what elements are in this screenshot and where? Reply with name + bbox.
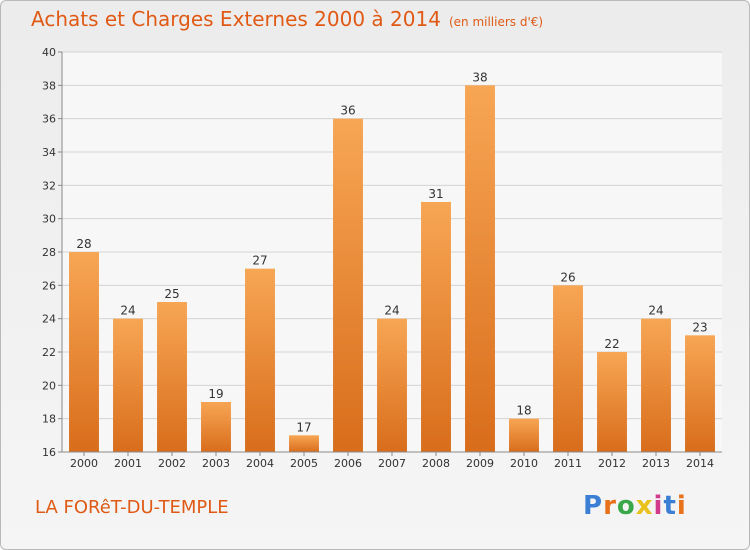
bar-2011 <box>553 285 583 452</box>
y-tick-label: 22 <box>42 346 56 359</box>
data-label-2003: 19 <box>208 387 223 401</box>
y-tick-label: 32 <box>42 179 56 192</box>
bar-2014 <box>685 335 715 452</box>
y-tick-label: 28 <box>42 246 56 259</box>
x-tick-label-2001: 2001 <box>114 457 142 470</box>
y-tick-label: 38 <box>42 79 56 92</box>
x-tick-label-2009: 2009 <box>466 457 494 470</box>
y-tick-label: 20 <box>42 379 56 392</box>
x-tick-label-2013: 2013 <box>642 457 670 470</box>
chart-subtitle: (en milliers d'€) <box>448 15 544 29</box>
bar-2004 <box>245 268 275 452</box>
data-label-2006: 36 <box>340 104 355 118</box>
bar-2002 <box>157 302 187 452</box>
logo-letter: t <box>663 491 677 521</box>
y-tick-label: 18 <box>42 413 56 426</box>
data-label-2007: 24 <box>384 304 399 318</box>
data-label-2004: 27 <box>252 254 267 268</box>
logo-letter: x <box>635 491 654 521</box>
proxiti-logo[interactable]: Proxiti <box>583 491 687 521</box>
chart-title-text: Achats et Charges Externes 2000 à 2014 <box>31 7 441 31</box>
y-tick-label: 24 <box>42 313 56 326</box>
x-tick-label-2007: 2007 <box>378 457 406 470</box>
commune-name: LA FORêT-DU-TEMPLE <box>35 497 229 518</box>
x-tick-label-2011: 2011 <box>554 457 582 470</box>
bar-2012 <box>597 352 627 452</box>
y-tick-label: 30 <box>42 213 56 226</box>
data-label-2005: 17 <box>296 420 311 434</box>
x-tick-label-2006: 2006 <box>334 457 362 470</box>
data-label-2001: 24 <box>120 304 135 318</box>
x-tick-label-2010: 2010 <box>510 457 538 470</box>
x-tick-label-2000: 2000 <box>70 457 98 470</box>
logo-letter: i <box>653 491 664 521</box>
bar-2005 <box>289 435 319 452</box>
x-axis-ticks: 2000 2001 2002 2003 2004 2005 2006 2007 2008 2009… <box>70 452 714 470</box>
x-tick-label-2014: 2014 <box>686 457 714 470</box>
data-label-2011: 26 <box>560 270 575 284</box>
data-label-2000: 28 <box>76 237 91 251</box>
bar-2000 <box>69 252 99 452</box>
data-label-2013: 24 <box>648 304 663 318</box>
logo-letter: P <box>583 491 604 521</box>
data-label-2010: 18 <box>516 404 531 418</box>
x-tick-label-2008: 2008 <box>422 457 450 470</box>
bars <box>69 85 715 453</box>
logo-letter: i <box>676 491 687 521</box>
logo-letter: r <box>603 491 617 521</box>
y-axis-ticks: 16 18 20 22 24 26 28 30 32 34 36 38 40 <box>42 46 62 459</box>
bar-2006 <box>333 118 363 453</box>
data-label-2012: 22 <box>604 337 619 351</box>
y-tick-label: 34 <box>42 146 56 159</box>
y-tick-label: 26 <box>42 279 56 292</box>
data-label-2014: 23 <box>692 320 707 334</box>
data-label-2002: 25 <box>164 287 179 301</box>
bar-2013 <box>641 318 671 452</box>
bar-2001 <box>113 318 143 452</box>
x-tick-label-2002: 2002 <box>158 457 186 470</box>
logo-letter: o <box>616 491 636 521</box>
x-tick-label-2004: 2004 <box>246 457 274 470</box>
x-tick-label-2003: 2003 <box>202 457 230 470</box>
y-tick-label: 40 <box>42 46 56 59</box>
x-tick-label-2012: 2012 <box>598 457 626 470</box>
bar-2003 <box>201 402 231 452</box>
bar-2007 <box>377 318 407 452</box>
bar-2010 <box>509 418 539 452</box>
chart-title: Achats et Charges Externes 2000 à 2014 (e… <box>31 7 543 31</box>
bar-2009 <box>465 85 495 452</box>
data-labels: 28 24 25 19 27 17 36 24 31 38 18 26 22 24 23 <box>76 70 707 434</box>
y-tick-label: 16 <box>42 446 56 459</box>
data-label-2008: 31 <box>428 187 443 201</box>
y-tick-label: 36 <box>42 113 56 126</box>
data-label-2009: 38 <box>472 70 487 84</box>
x-tick-label-2005: 2005 <box>290 457 318 470</box>
bar-2008 <box>421 202 451 452</box>
